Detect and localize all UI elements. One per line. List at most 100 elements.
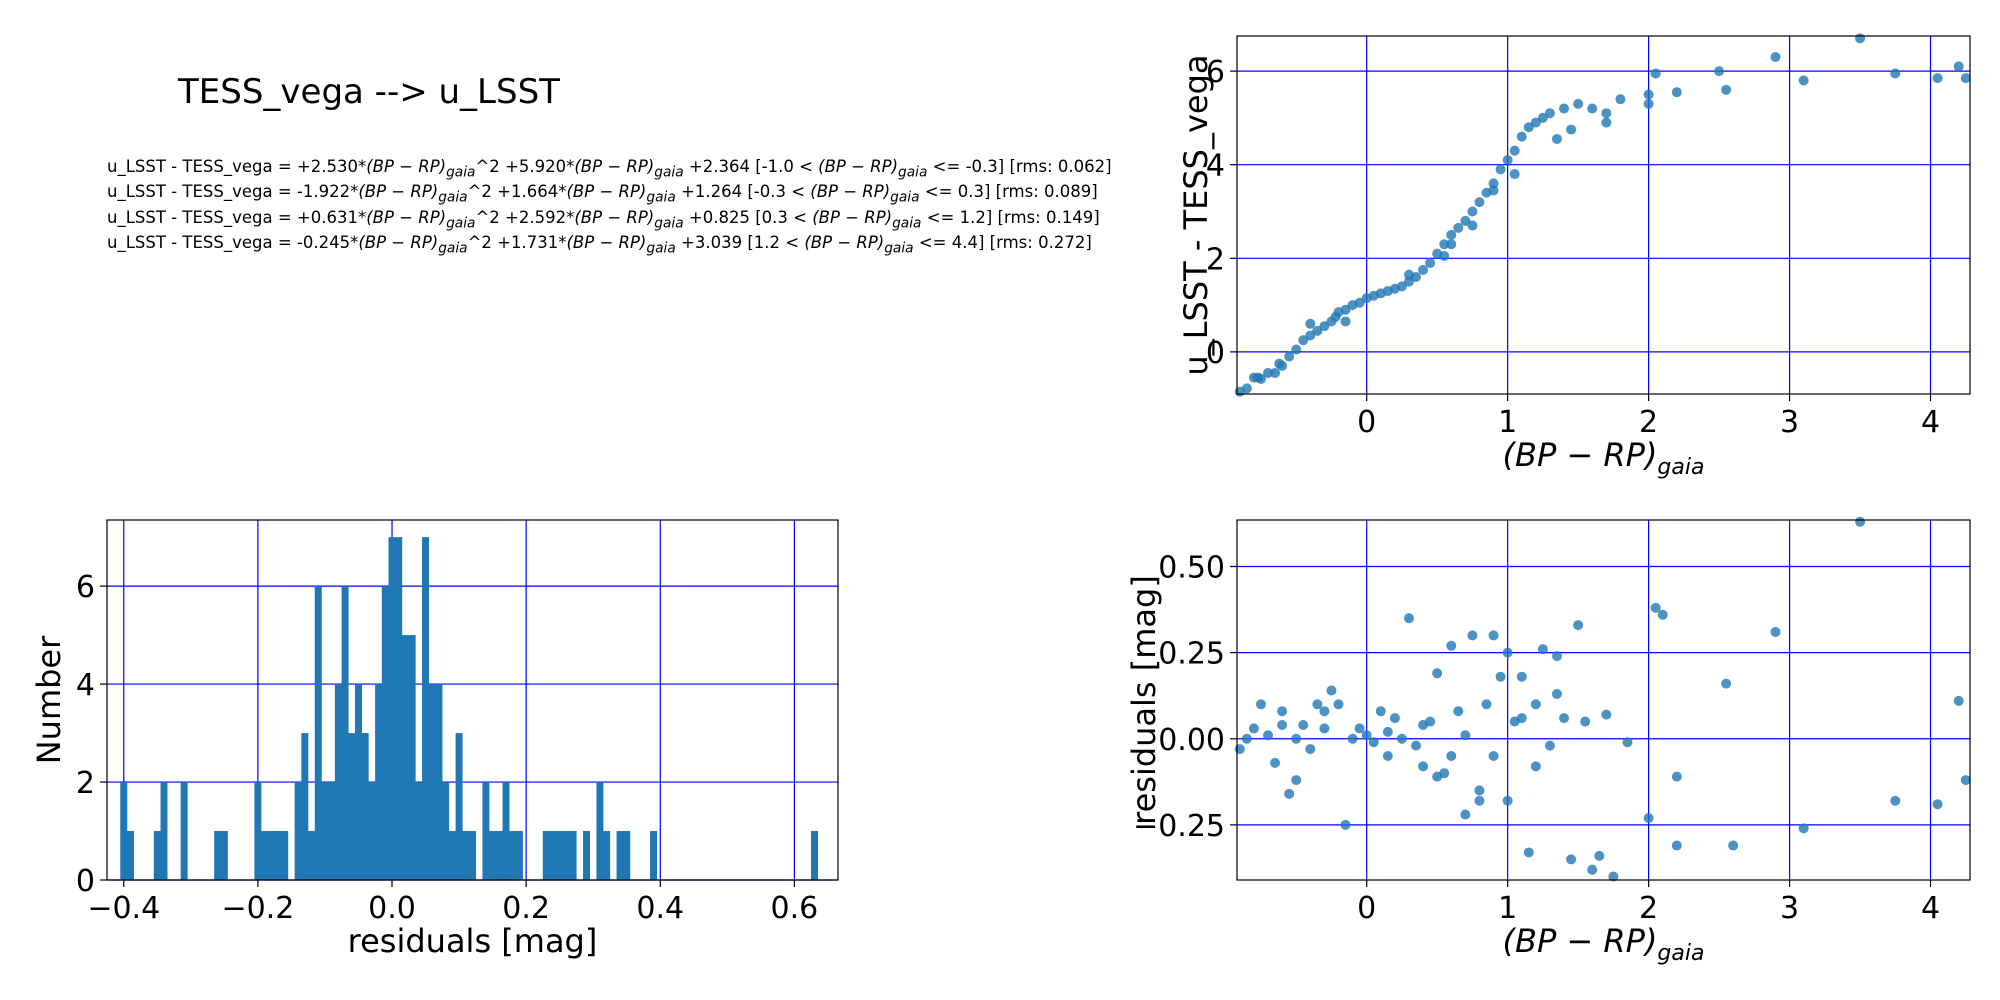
residual-data-point (1855, 516, 1866, 527)
residual-data-point (1255, 699, 1266, 710)
residual-data-point (1953, 695, 1964, 706)
relation-data-point (1601, 117, 1612, 128)
bprp-sub: gaia (884, 240, 914, 257)
histogram-bar (388, 537, 396, 880)
histogram-bar (435, 684, 443, 880)
histogram-bar (542, 831, 550, 880)
residual-data-point (1622, 737, 1633, 748)
histogram-bar (308, 831, 316, 880)
histogram-bar (448, 831, 456, 880)
histogram-bar (650, 831, 658, 880)
relation-data-point (1488, 178, 1499, 189)
residual-data-point (1467, 630, 1478, 641)
relation-data-point (1643, 89, 1654, 100)
relation-data-point (1255, 374, 1266, 385)
eq-range: <= -0.3] [rms: 0.062] (927, 157, 1112, 176)
residual-data-point (1559, 713, 1570, 724)
relation-data-point (1516, 131, 1527, 142)
relation-data-point (1474, 197, 1485, 208)
fit-equation: u_LSST - TESS_vega = -0.245*(BP − RP)gai… (107, 233, 1092, 256)
relation-x-tick-label: 3 (1780, 405, 1799, 440)
histogram-bar (341, 586, 349, 880)
residual-data-point (1798, 823, 1809, 834)
bprp-sub: gaia (898, 164, 928, 181)
histogram-bar (569, 831, 577, 880)
histogram-bar (415, 782, 423, 880)
histogram-bar (562, 831, 570, 880)
relation-data-point (1439, 250, 1450, 261)
residual-data-point (1375, 706, 1386, 717)
relation-y-tick-label: 4 (1206, 149, 1225, 184)
residual-data-point (1488, 630, 1499, 641)
histogram-bar (616, 831, 624, 880)
histogram-bar (261, 831, 269, 880)
histogram-bar (381, 586, 389, 880)
residual-data-point (1319, 723, 1330, 734)
relation-data-point (1721, 84, 1732, 95)
residual-data-point (1263, 730, 1274, 741)
residual-data-point (1537, 644, 1548, 655)
residual-data-point (1587, 864, 1598, 875)
residual-y-tick-label: 0.25 (1158, 637, 1225, 672)
residual-data-point (1382, 726, 1393, 737)
residual-data-point (1446, 640, 1457, 651)
residual-data-point (1432, 771, 1443, 782)
histogram-bar (596, 782, 604, 880)
residual-data-point (1566, 854, 1577, 865)
histogram-bar (294, 782, 302, 880)
histogram-bar (603, 831, 611, 880)
bprp-sub: gaia (654, 215, 684, 232)
bprp-sub: gaia (438, 189, 468, 206)
residual-x-tick-label: 4 (1921, 891, 1940, 926)
residual-data-point (1601, 709, 1612, 720)
bprp-sub: gaia (646, 189, 676, 206)
relation-data-point (1671, 87, 1682, 98)
residual-data-point (1728, 840, 1739, 851)
histogram-y-tick-label: 6 (76, 570, 95, 605)
residual-data-point (1446, 750, 1457, 761)
histogram-x-tick-label: 0.4 (636, 891, 684, 926)
relation-data-point (1890, 68, 1901, 79)
eq-range: <= 4.4] [rms: 0.272] (913, 233, 1092, 252)
relation-data-point (1446, 239, 1457, 250)
residual-x-axis-label: (BP − RP)gaia (1503, 922, 1705, 966)
residual-data-point (1418, 761, 1429, 772)
residual-data-point (1291, 775, 1302, 786)
relation-data-point (1523, 122, 1534, 133)
residual-data-point (1319, 706, 1330, 717)
histogram-bar (153, 831, 161, 880)
residual-x-tick-label: 1 (1498, 891, 1517, 926)
relation-data-point (1573, 98, 1584, 109)
relation-data-point (1798, 75, 1809, 86)
residual-data-point (1960, 775, 1971, 786)
residual-data-point (1530, 761, 1541, 772)
histogram-bar (180, 782, 188, 880)
residual-data-point (1298, 719, 1309, 730)
residual-data-point (1326, 685, 1337, 696)
histogram-bar (334, 684, 342, 880)
relation-data-point (1587, 103, 1598, 114)
relation-axes-frame (1236, 35, 1971, 395)
bprp-symbol: (BP − RP) (366, 157, 447, 176)
relation-data-point (1319, 321, 1330, 332)
bprp-sub: gaia (438, 240, 468, 257)
bprp-symbol: (BP − RP) (804, 233, 885, 252)
relation-data-point (1298, 335, 1309, 346)
figure-title: TESS_vega --> u_LSST (178, 72, 560, 112)
relation-data-point (1467, 206, 1478, 217)
histogram-bar (623, 831, 631, 880)
relation-data-point (1284, 351, 1295, 362)
relation-data-point (1291, 344, 1302, 355)
relation-data-point (1770, 52, 1781, 63)
residual-data-point (1361, 730, 1372, 741)
histogram-bar (502, 782, 510, 880)
relation-data-point (1312, 325, 1323, 336)
relation-data-point (1263, 367, 1274, 378)
residual-data-point (1291, 733, 1302, 744)
residual-data-point (1643, 812, 1654, 823)
relation-data-point (1340, 304, 1351, 315)
fit-equation: u_LSST - TESS_vega = -1.922*(BP − RP)gai… (107, 182, 1098, 205)
eq-mid: ^2 +2.592* (475, 208, 575, 227)
relation-data-point (1305, 318, 1316, 329)
